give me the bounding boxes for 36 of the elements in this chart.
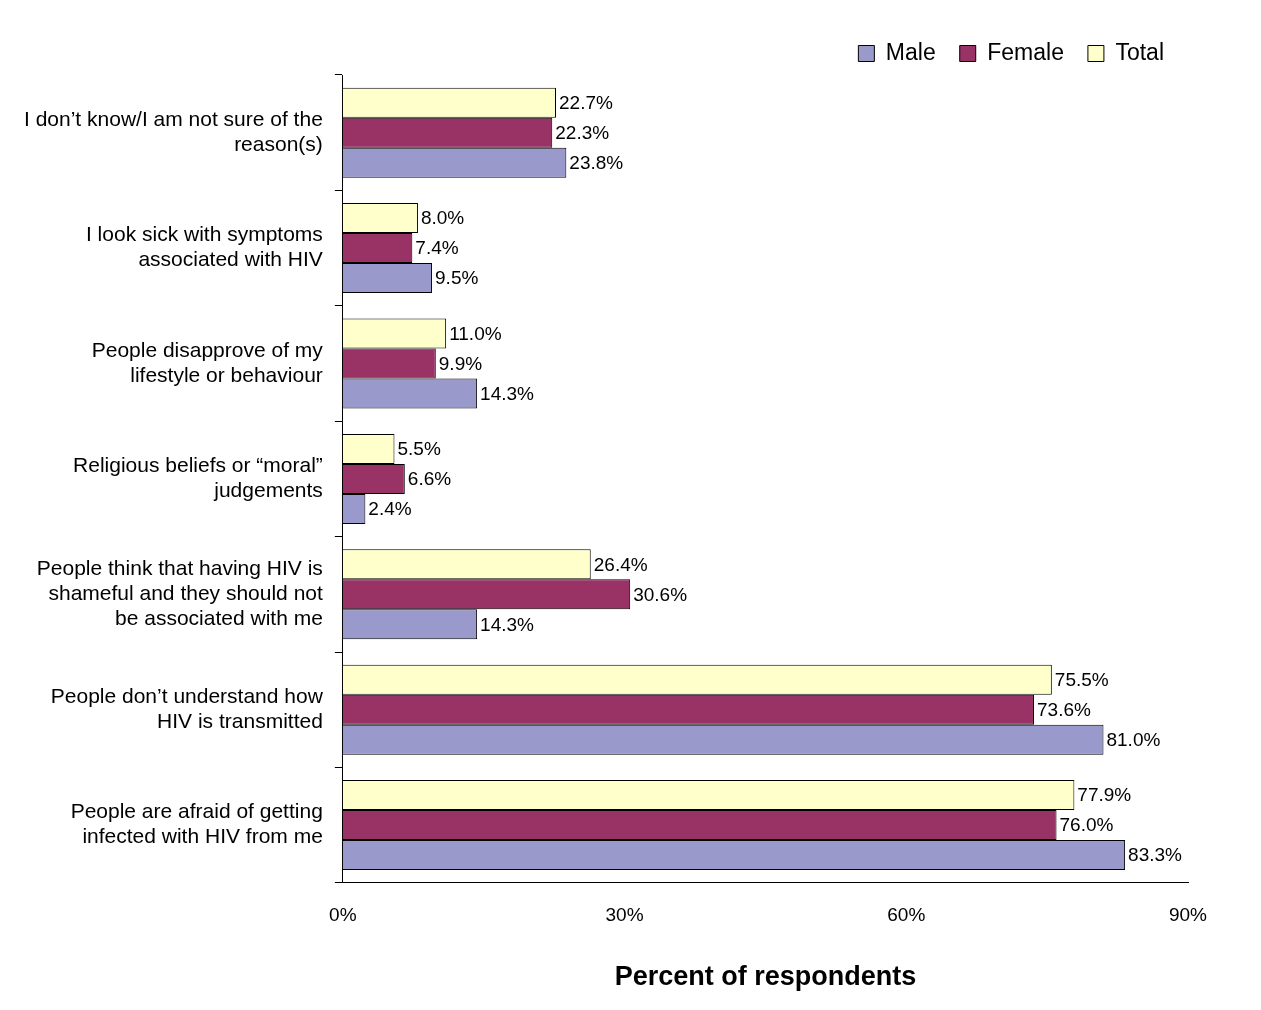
x-axis-title: Percent of respondents (614, 961, 917, 992)
y-tick-label: People don’t understand how HIV is transmitted (50, 683, 324, 733)
data-label: 14.3% (480, 382, 535, 404)
data-label: 81.0% (1106, 728, 1161, 750)
data-label: 22.3% (555, 121, 610, 143)
data-label: 2.4% (368, 498, 412, 520)
y-tick-label: I don’t know/I am not sure of the reason(s) (23, 106, 323, 156)
y-tick-label: People disapprove of my lifestyle or behaviour (91, 337, 324, 386)
y-tick-label: I look sick with symptoms associated with HIV (85, 222, 323, 271)
legend-label: Female (987, 38, 1064, 65)
x-tick-label: 90% (1168, 904, 1208, 926)
legend-label: Male (885, 38, 936, 65)
data-label: 14.3% (480, 613, 535, 635)
data-label: 76.0% (1059, 814, 1114, 836)
data-label: 11.0% (449, 322, 502, 344)
data-label: 75.5% (1054, 668, 1109, 690)
data-label: 77.9% (1077, 784, 1132, 806)
data-label: 9.9% (438, 352, 483, 374)
x-tick-label: 30% (605, 904, 644, 926)
y-tick-label: Religious beliefs or “moral” judgements (73, 453, 323, 502)
data-label: 8.0% (420, 207, 465, 229)
data-label: 6.6% (407, 468, 452, 490)
data-label: 26.4% (593, 553, 648, 575)
data-label: 30.6% (633, 583, 688, 605)
data-label: 23.8% (569, 151, 624, 173)
legend-label: Total (1115, 38, 1165, 65)
y-tick-label: People think that having HIV is shameful and they should not be associated with me (36, 555, 323, 630)
data-label: 5.5% (397, 438, 441, 460)
y-tick-label: People are afraid of getting infected with HIV from me (70, 799, 323, 848)
data-label: 7.4% (415, 237, 459, 259)
data-label: 73.6% (1036, 698, 1091, 720)
x-tick-label: 60% (887, 904, 926, 926)
data-label: 9.5% (435, 267, 479, 289)
data-label: 22.7% (559, 91, 613, 113)
data-label: 83.3% (1128, 844, 1183, 866)
x-tick-label: 0% (329, 904, 357, 926)
